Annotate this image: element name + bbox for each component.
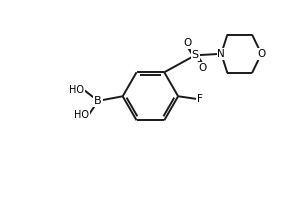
Text: S: S (192, 50, 199, 60)
Text: HO: HO (69, 85, 84, 95)
Text: N: N (217, 49, 225, 59)
Text: F: F (197, 94, 203, 104)
Text: O: O (183, 38, 192, 48)
Text: HO: HO (74, 110, 89, 120)
Text: B: B (94, 96, 102, 106)
Text: O: O (199, 63, 207, 73)
Text: O: O (257, 49, 265, 59)
